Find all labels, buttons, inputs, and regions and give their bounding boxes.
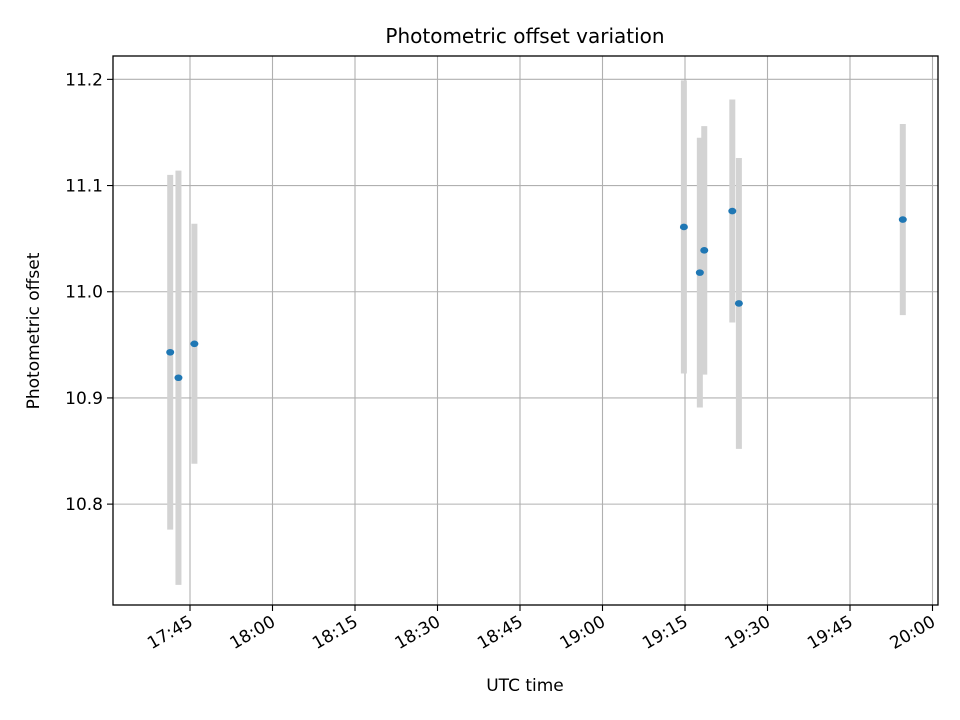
- grid: [113, 56, 938, 605]
- data-point: [679, 223, 688, 231]
- plot-frame: [112, 55, 939, 606]
- y-axis-ticks: 10.8 10.9 11.0 11.1 11.2: [65, 70, 113, 515]
- y-tick-label: 10.8: [65, 495, 103, 515]
- chart-title: Photometric offset variation: [385, 24, 664, 48]
- data-point: [898, 216, 907, 223]
- y-tick-label: 11.2: [65, 70, 103, 90]
- x-axis-title: UTC time: [486, 676, 564, 696]
- data-points: [166, 207, 907, 382]
- data-point: [166, 348, 175, 356]
- data-point: [174, 374, 183, 382]
- data-point: [728, 207, 737, 215]
- data-point: [700, 247, 709, 254]
- data-point: [190, 340, 199, 348]
- data-point: [695, 269, 704, 276]
- y-axis-title: Photometric offset: [24, 252, 44, 409]
- y-tick-label: 11.1: [65, 177, 103, 197]
- data-point: [734, 300, 743, 307]
- y-tick-label: 10.9: [65, 389, 103, 409]
- y-tick-label: 11.0: [65, 283, 103, 303]
